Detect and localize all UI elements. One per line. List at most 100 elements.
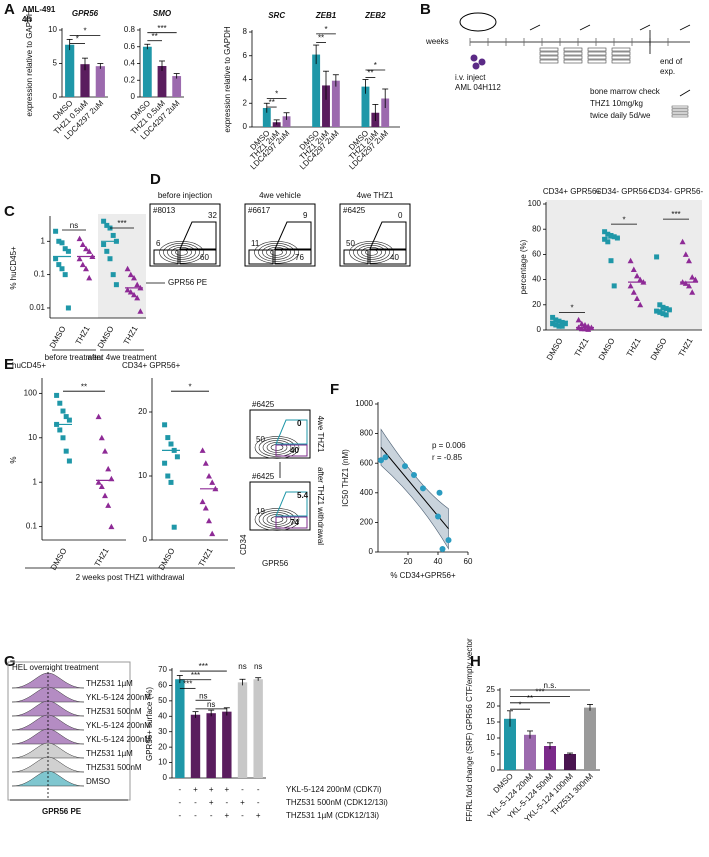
dot bbox=[168, 441, 174, 447]
contour bbox=[361, 247, 382, 258]
gate-value: 5.4 bbox=[297, 491, 309, 500]
dot bbox=[104, 248, 110, 254]
dot bbox=[578, 320, 585, 327]
bar bbox=[544, 746, 556, 770]
condition-label: YKL-5-124 200nM (CDK7i) bbox=[286, 785, 382, 794]
panel-label: E bbox=[4, 356, 14, 373]
gate bbox=[179, 221, 217, 250]
dot bbox=[66, 458, 72, 464]
dot bbox=[127, 289, 134, 295]
bar bbox=[524, 734, 536, 770]
significance: *** bbox=[671, 210, 680, 219]
flow-axis-label: GPR56 PE bbox=[168, 278, 207, 287]
dot bbox=[83, 265, 89, 272]
dot bbox=[113, 282, 119, 288]
schema-text: AML 04H112 bbox=[455, 83, 501, 92]
y-tick-label: 1000 bbox=[355, 399, 373, 408]
chart-title: huCD45+ bbox=[12, 361, 46, 370]
dot bbox=[660, 304, 666, 310]
dot bbox=[637, 301, 644, 308]
panel-label: F bbox=[330, 381, 339, 398]
histogram bbox=[11, 714, 85, 731]
y-axis-label: percentage (%) bbox=[519, 239, 528, 294]
hist-row-label: THZ531 500nM bbox=[86, 763, 142, 772]
syringe-icon bbox=[671, 111, 689, 115]
timeline-label: weeks bbox=[425, 37, 449, 46]
significance: ns bbox=[254, 662, 262, 671]
flow-side-label: 4we THZ1 bbox=[316, 416, 325, 453]
gate-value: 32 bbox=[208, 211, 217, 220]
dot bbox=[102, 492, 108, 499]
gate-value: 50 bbox=[346, 239, 355, 248]
chart-title: GPR56 bbox=[72, 9, 99, 18]
dot bbox=[101, 242, 107, 248]
gate-value: 60 bbox=[200, 253, 209, 262]
dot bbox=[54, 392, 60, 398]
syringe-icon bbox=[539, 47, 559, 52]
schema-text: THZ1 10mg/kg bbox=[590, 99, 643, 108]
hist-row-label: THZ531 1µM bbox=[86, 679, 133, 688]
dot bbox=[657, 309, 663, 315]
dot bbox=[101, 218, 107, 224]
syringe-icon bbox=[587, 59, 607, 64]
syringe-icon bbox=[587, 55, 607, 60]
cell-icon bbox=[478, 58, 486, 66]
cell-icon bbox=[472, 62, 480, 70]
gate-value: 74 bbox=[290, 518, 299, 527]
gate-value: 40 bbox=[390, 253, 399, 262]
group-label: before treatment bbox=[45, 353, 104, 362]
x-tick-label: THZ1 bbox=[573, 336, 591, 358]
dot bbox=[162, 460, 168, 466]
y-tick-label: 100 bbox=[24, 388, 38, 397]
panel-label: A bbox=[4, 1, 15, 18]
y-tick-label: 80 bbox=[532, 224, 541, 233]
subtitle: AML-491 bbox=[22, 5, 56, 14]
significance: * bbox=[275, 90, 278, 99]
gate-value: 11 bbox=[251, 239, 260, 248]
gate-value: 19 bbox=[256, 507, 265, 516]
condition-label: THZ531 1µM (CDK12/13i) bbox=[286, 811, 379, 820]
dot bbox=[608, 233, 614, 238]
condition-mark: - bbox=[257, 785, 260, 794]
y-tick-label: 30 bbox=[158, 727, 167, 736]
point bbox=[382, 454, 389, 461]
condition-label: THZ531 500nM (CDK12/13i) bbox=[286, 798, 388, 807]
dot bbox=[605, 239, 611, 245]
mouse-icon bbox=[459, 12, 497, 32]
group-label: ZEB2 bbox=[364, 11, 386, 20]
y-tick-label: 10 bbox=[48, 25, 57, 34]
bar bbox=[237, 682, 248, 778]
dot bbox=[95, 413, 102, 420]
panel-label: G bbox=[4, 653, 16, 670]
dot bbox=[657, 302, 663, 308]
flow-axis-label: CD34 bbox=[239, 534, 248, 555]
significance: ** bbox=[367, 69, 373, 78]
dot bbox=[59, 266, 65, 272]
y-tick-label: 0.2 bbox=[124, 75, 136, 84]
syringe-icon bbox=[611, 55, 631, 60]
flow-box bbox=[339, 203, 411, 267]
y-axis-label: expression relative to GAPDH bbox=[25, 10, 34, 116]
dot bbox=[131, 274, 137, 281]
y-tick-label: 0.1 bbox=[26, 522, 38, 531]
panel-label: H bbox=[470, 653, 481, 670]
bar bbox=[65, 44, 75, 97]
point bbox=[402, 463, 408, 470]
x-tick-label: DMSO bbox=[48, 325, 68, 350]
bar bbox=[172, 76, 182, 97]
y-tick-label: 0 bbox=[143, 535, 148, 544]
histogram bbox=[11, 770, 85, 787]
dot bbox=[637, 276, 644, 283]
hist-row-label: YKL-5-124 200nM bbox=[86, 721, 151, 730]
y-tick-label: 0.01 bbox=[29, 303, 45, 312]
dot bbox=[634, 272, 640, 279]
bar bbox=[95, 66, 105, 97]
significance: ns bbox=[70, 221, 78, 230]
y-tick-label: 6 bbox=[243, 51, 248, 60]
y-tick-label: 40 bbox=[532, 275, 541, 284]
hist-row-label: DMSO bbox=[86, 777, 110, 786]
y-tick-label: 10 bbox=[158, 758, 167, 767]
condition-mark: + bbox=[256, 811, 261, 820]
annotation: r = -0.85 bbox=[432, 453, 463, 462]
